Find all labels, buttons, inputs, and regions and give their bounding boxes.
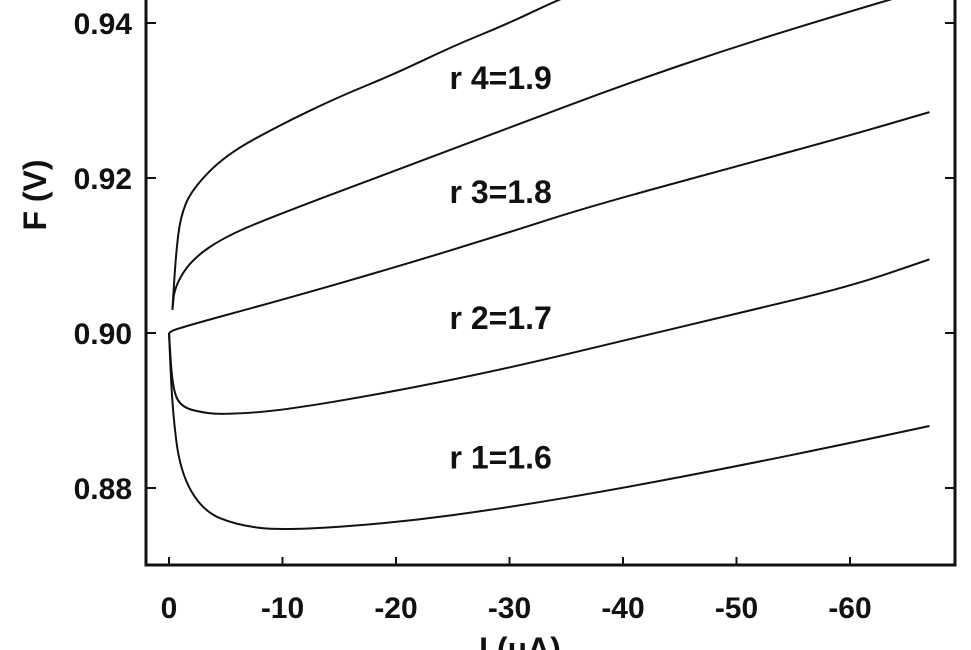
series-line-3 xyxy=(168,111,930,334)
series-label-4: r 4=1.9 xyxy=(450,60,552,96)
axes: 0 -10 -20 -30 -40 -50 -60 0.88 0.90 0.92 0.94 xyxy=(74,0,957,625)
x-tick-label: -10 xyxy=(261,592,304,625)
series-lines xyxy=(168,0,930,531)
plot-frame xyxy=(144,0,957,567)
series-line-4 xyxy=(171,0,893,310)
x-axis-label: I (μA) xyxy=(479,631,561,650)
x-tick-label: -60 xyxy=(828,592,871,625)
series-labels: r 1=1.6 r 2=1.7 r 3=1.8 r 4=1.9 xyxy=(450,60,552,476)
x-tick-label: 0 xyxy=(161,592,178,625)
y-tick-label: 0.90 xyxy=(74,318,132,351)
x-tick-label: -50 xyxy=(715,592,758,625)
x-tick-label: -30 xyxy=(488,592,531,625)
y-axis-label: F (V) xyxy=(17,159,53,230)
y-tick-label: 0.92 xyxy=(74,163,132,196)
series-label-1: r 1=1.6 xyxy=(450,440,552,476)
y-tick-label: 0.88 xyxy=(74,473,132,506)
series-line-1 xyxy=(168,332,930,531)
x-tick-label: -40 xyxy=(601,592,644,625)
x-tick-label: -20 xyxy=(374,592,417,625)
series-label-3: r 3=1.8 xyxy=(450,174,552,210)
y-tick-label: 0.94 xyxy=(74,8,133,41)
series-line-2 xyxy=(168,258,930,415)
series-label-2: r 2=1.7 xyxy=(450,300,552,336)
series-line-5 xyxy=(171,0,562,310)
